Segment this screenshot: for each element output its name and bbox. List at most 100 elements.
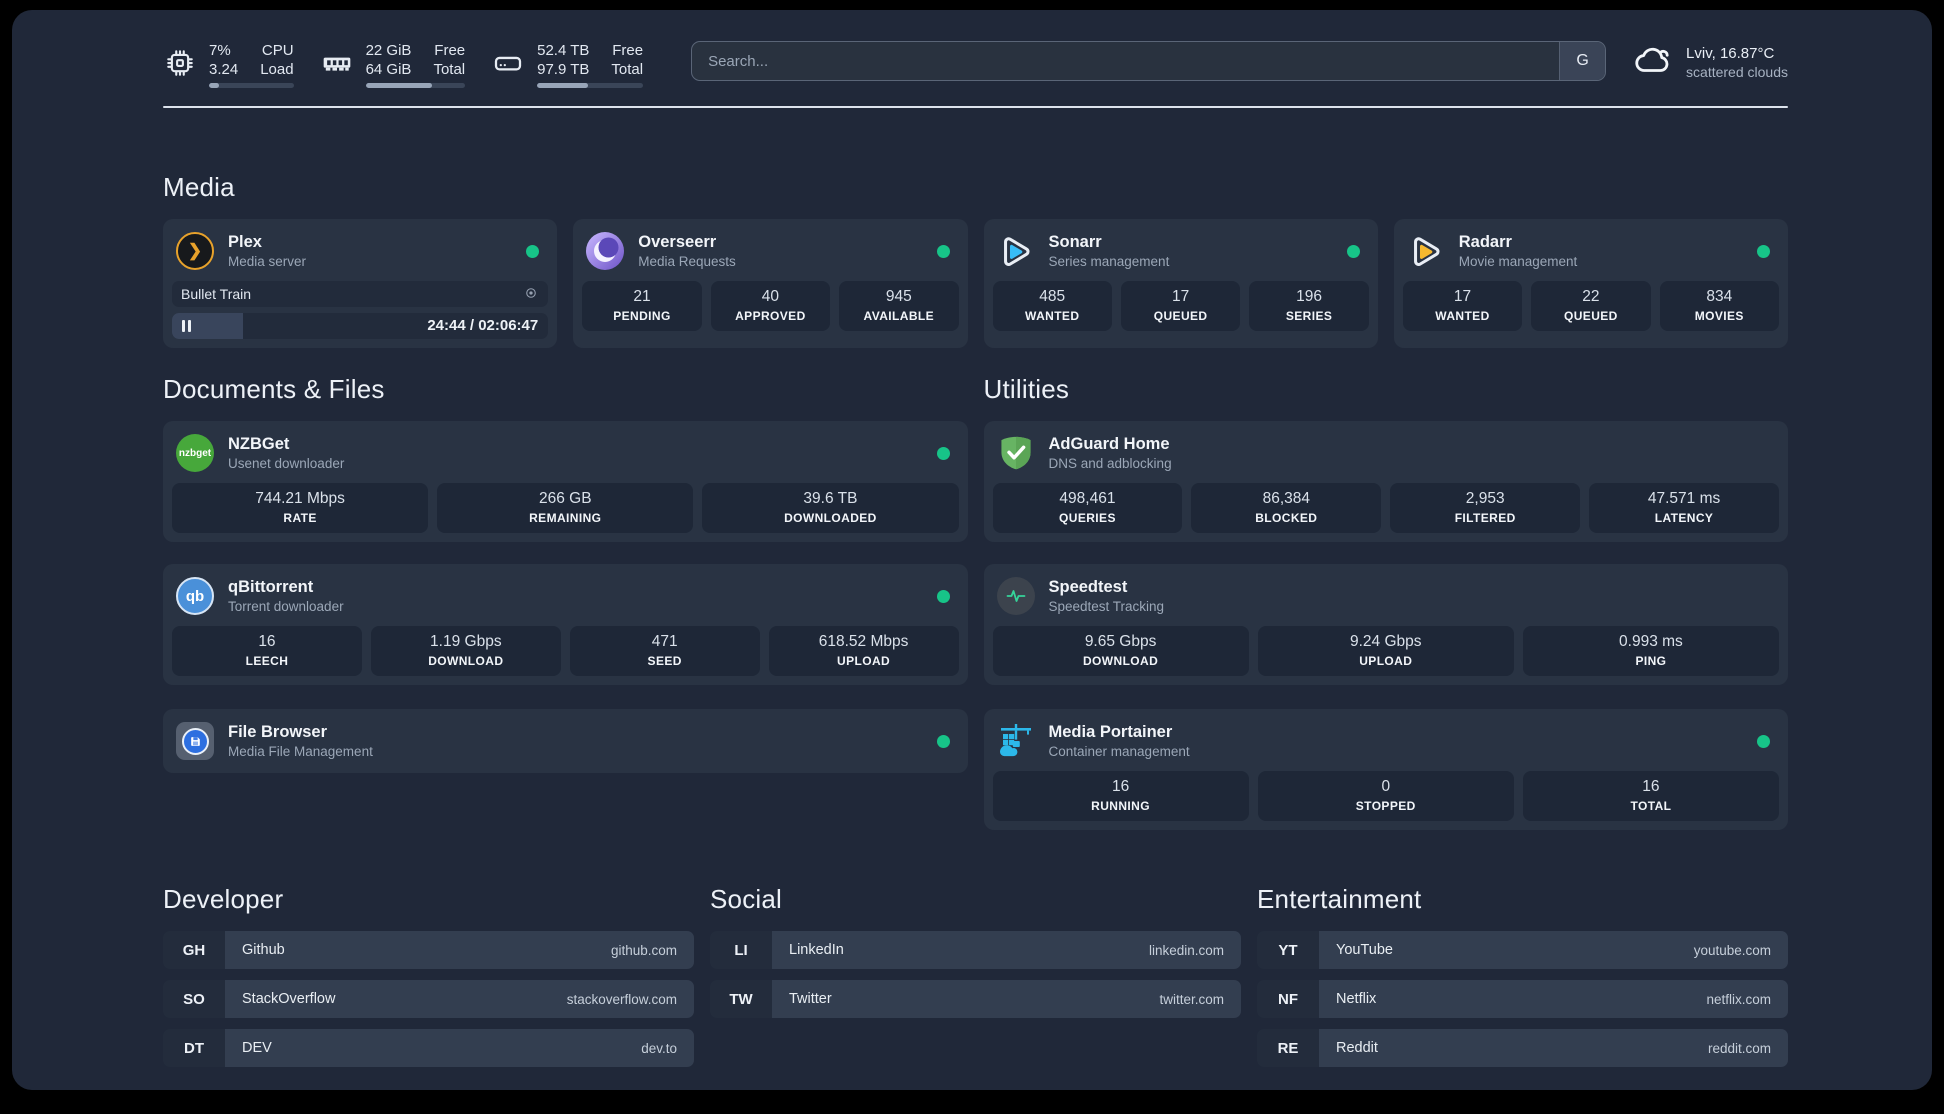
stat-box: 9.65 Gbps DOWNLOAD (992, 626, 1249, 676)
stat-box: 196 SERIES (1249, 281, 1369, 331)
stat-box: 0.993 ms PING (1522, 626, 1780, 676)
qbittorrent-icon: qb (175, 576, 215, 616)
bookmark-reddit[interactable]: RE Reddit reddit.com (1257, 1029, 1788, 1067)
now-playing-progress-bar: 24:44 / 02:06:47 (172, 313, 549, 339)
status-dot (936, 589, 950, 603)
bookmark-name: Netflix (1336, 991, 1377, 1007)
now-playing-title-row: Bullet Train (172, 281, 549, 307)
memory-labels: Free Total (433, 41, 466, 78)
section-heading-media: Media (163, 172, 235, 202)
memory-usage-bar (365, 82, 466, 88)
service-title: Media Portainer (1048, 723, 1173, 741)
service-title: Overseerr (638, 233, 717, 251)
bookmark-name: DEV (242, 1040, 272, 1056)
service-card-filebrowser[interactable]: File Browser Media File Management (163, 709, 968, 773)
speedtest-icon (996, 576, 1036, 616)
section-heading-entertainment: Entertainment (1257, 884, 1422, 914)
memory-values: 22 GiB 64 GiB (365, 41, 412, 78)
bookmark-name: Github (242, 942, 285, 958)
stat-box: 834 MOVIES (1659, 281, 1780, 331)
search-engine-button[interactable]: G (1559, 42, 1606, 80)
service-card-plex[interactable]: ❯ Plex Media server Bullet Train (163, 219, 558, 348)
service-subtitle: Usenet downloader (228, 456, 345, 471)
bookmark-name: Reddit (1336, 1040, 1378, 1056)
cloud-icon (1632, 39, 1674, 86)
bookmark-netflix[interactable]: NF Netflix netflix.com (1257, 980, 1788, 1018)
section-heading-developer: Developer (163, 884, 284, 914)
bookmark-github[interactable]: GH Github github.com (163, 931, 694, 969)
bookmark-url: netflix.com (1706, 991, 1771, 1007)
stat-box: 2,953 FILTERED (1390, 483, 1581, 533)
bookmark-abbr: LI (710, 931, 772, 969)
service-card-portainer[interactable]: Media Portainer Container management 16 R… (983, 709, 1788, 830)
status-dot (1757, 244, 1770, 258)
stat-box: 22 QUEUED (1531, 281, 1651, 331)
section-heading-utilities: Utilities (983, 374, 1070, 404)
status-dot (1757, 734, 1770, 748)
bookmark-url: reddit.com (1707, 1040, 1771, 1056)
plex-icon: ❯ (175, 231, 215, 271)
stat-box: 945 AVAILABLE (839, 281, 959, 331)
bookmark-youtube[interactable]: YT YouTube youtube.com (1257, 931, 1788, 969)
bookmark-abbr: TW (710, 980, 772, 1018)
service-card-qbittorrent[interactable]: qb qBittorrent Torrent downloader 16 LEEC… (163, 564, 968, 685)
stat-box: 266 GB REMAINING (437, 483, 694, 533)
ram-icon (320, 41, 354, 85)
service-title: Plex (228, 233, 262, 251)
sonarr-icon (996, 231, 1036, 271)
stat-box: 21 PENDING (582, 281, 702, 331)
stat-box: 16 RUNNING (992, 771, 1249, 821)
stat-box: 47.571 ms LATENCY (1589, 483, 1779, 533)
bookmark-url: youtube.com (1693, 942, 1771, 958)
now-playing-time: 24:44 / 02:06:47 (427, 317, 539, 334)
service-card-overseerr[interactable]: Overseerr Media Requests 21 PENDING 40 APP… (573, 219, 968, 348)
bookmark-group-entertainment: Entertainment YT YouTube youtube.com NF N… (1257, 884, 1788, 1078)
stat-box: 16 TOTAL (1522, 771, 1780, 821)
bookmark-group-social: Social LI LinkedIn linkedin.com TW Twitte… (710, 884, 1241, 1078)
cpu-labels: CPU Load (260, 41, 294, 78)
stat-box: 39.6 TB DOWNLOADED (702, 483, 959, 533)
service-subtitle: Container management (1048, 744, 1190, 759)
nzbget-icon: nzbget (175, 433, 215, 473)
bookmark-url: linkedin.com (1148, 942, 1224, 958)
service-title: qBittorrent (228, 578, 314, 596)
bookmark-abbr: DT (163, 1029, 225, 1067)
stat-box: 618.52 Mbps UPLOAD (768, 626, 959, 676)
service-card-speedtest[interactable]: Speedtest Speedtest Tracking 9.65 Gbps DO… (983, 564, 1788, 685)
bookmark-abbr: GH (163, 931, 225, 969)
bookmark-twitter[interactable]: TW Twitter twitter.com (710, 980, 1241, 1018)
topbar-divider (163, 106, 1788, 108)
bookmark-dev[interactable]: DT DEV dev.to (163, 1029, 694, 1067)
service-card-nzbget[interactable]: nzbget NZBGet Usenet downloader 744.21 M… (163, 421, 968, 542)
stat-box: 0 STOPPED (1257, 771, 1514, 821)
service-card-sonarr[interactable]: Sonarr Series management 485 WANTED 17 QUE… (983, 219, 1378, 348)
bookmark-linkedin[interactable]: LI LinkedIn linkedin.com (710, 931, 1241, 969)
status-dot (936, 446, 950, 460)
search-input[interactable] (691, 41, 1607, 81)
status-dot (936, 734, 950, 748)
bookmark-name: Twitter (789, 991, 832, 1007)
radarr-icon (1406, 231, 1446, 271)
bookmark-abbr: NF (1257, 980, 1319, 1018)
cpu-usage-bar (209, 82, 294, 88)
status-dot (1346, 244, 1360, 258)
service-subtitle: Media File Management (228, 744, 373, 759)
service-title: AdGuard Home (1048, 435, 1170, 453)
service-card-radarr[interactable]: Radarr Movie management 17 WANTED 22 QUEUE… (1393, 219, 1788, 348)
bookmark-name: YouTube (1336, 942, 1393, 958)
stat-box: 17 WANTED (1402, 281, 1523, 331)
bookmark-url: dev.to (641, 1040, 677, 1056)
service-card-adguard[interactable]: AdGuard Home DNS and adblocking 498,461 Q… (983, 421, 1788, 542)
cpu-values: 7% 3.24 (209, 41, 239, 78)
section-heading-social: Social (710, 884, 783, 914)
bookmark-url: stackoverflow.com (566, 991, 677, 1007)
search-bar: G (691, 41, 1607, 81)
status-dot (936, 244, 950, 258)
stat-box: 498,461 QUERIES (992, 483, 1183, 533)
stat-box: 17 QUEUED (1120, 281, 1241, 331)
bookmark-group-developer: Developer GH Github github.com SO StackOv… (163, 884, 694, 1078)
bookmark-abbr: SO (163, 980, 225, 1018)
disc-icon (523, 285, 539, 304)
resource-widget-disk: 52.4 TB 97.9 TB Free Total (491, 41, 644, 88)
bookmark-stackoverflow[interactable]: SO StackOverflow stackoverflow.com (163, 980, 694, 1018)
